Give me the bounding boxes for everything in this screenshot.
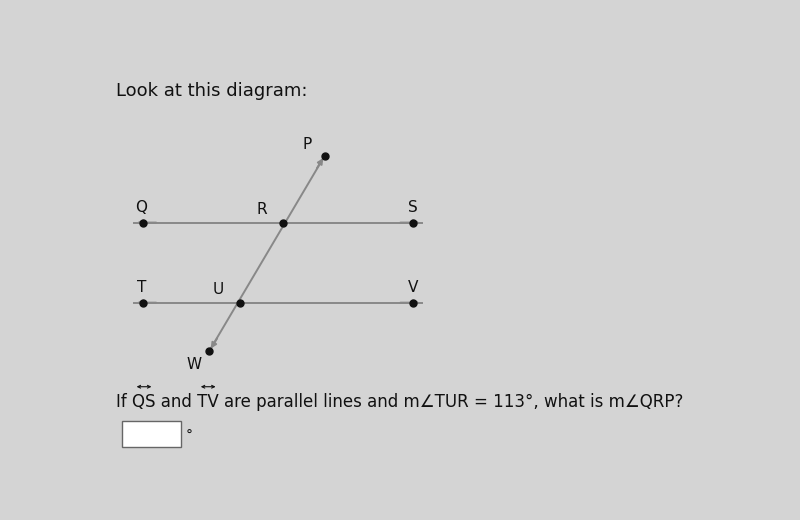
Text: R: R [257,202,267,216]
Text: U: U [213,282,224,296]
Bar [122,421,181,447]
Text: If QS and TV are parallel lines and m∠TUR = 113°, what is m∠QRP?: If QS and TV are parallel lines and m∠TU… [115,393,683,411]
Text: °: ° [186,429,193,443]
Text: W: W [186,357,202,372]
Text: P: P [302,137,312,152]
Text: S: S [408,200,418,215]
Text: Look at this diagram:: Look at this diagram: [115,82,307,100]
Text: V: V [408,280,418,295]
Text: Q: Q [135,200,147,215]
Text: T: T [137,280,146,295]
